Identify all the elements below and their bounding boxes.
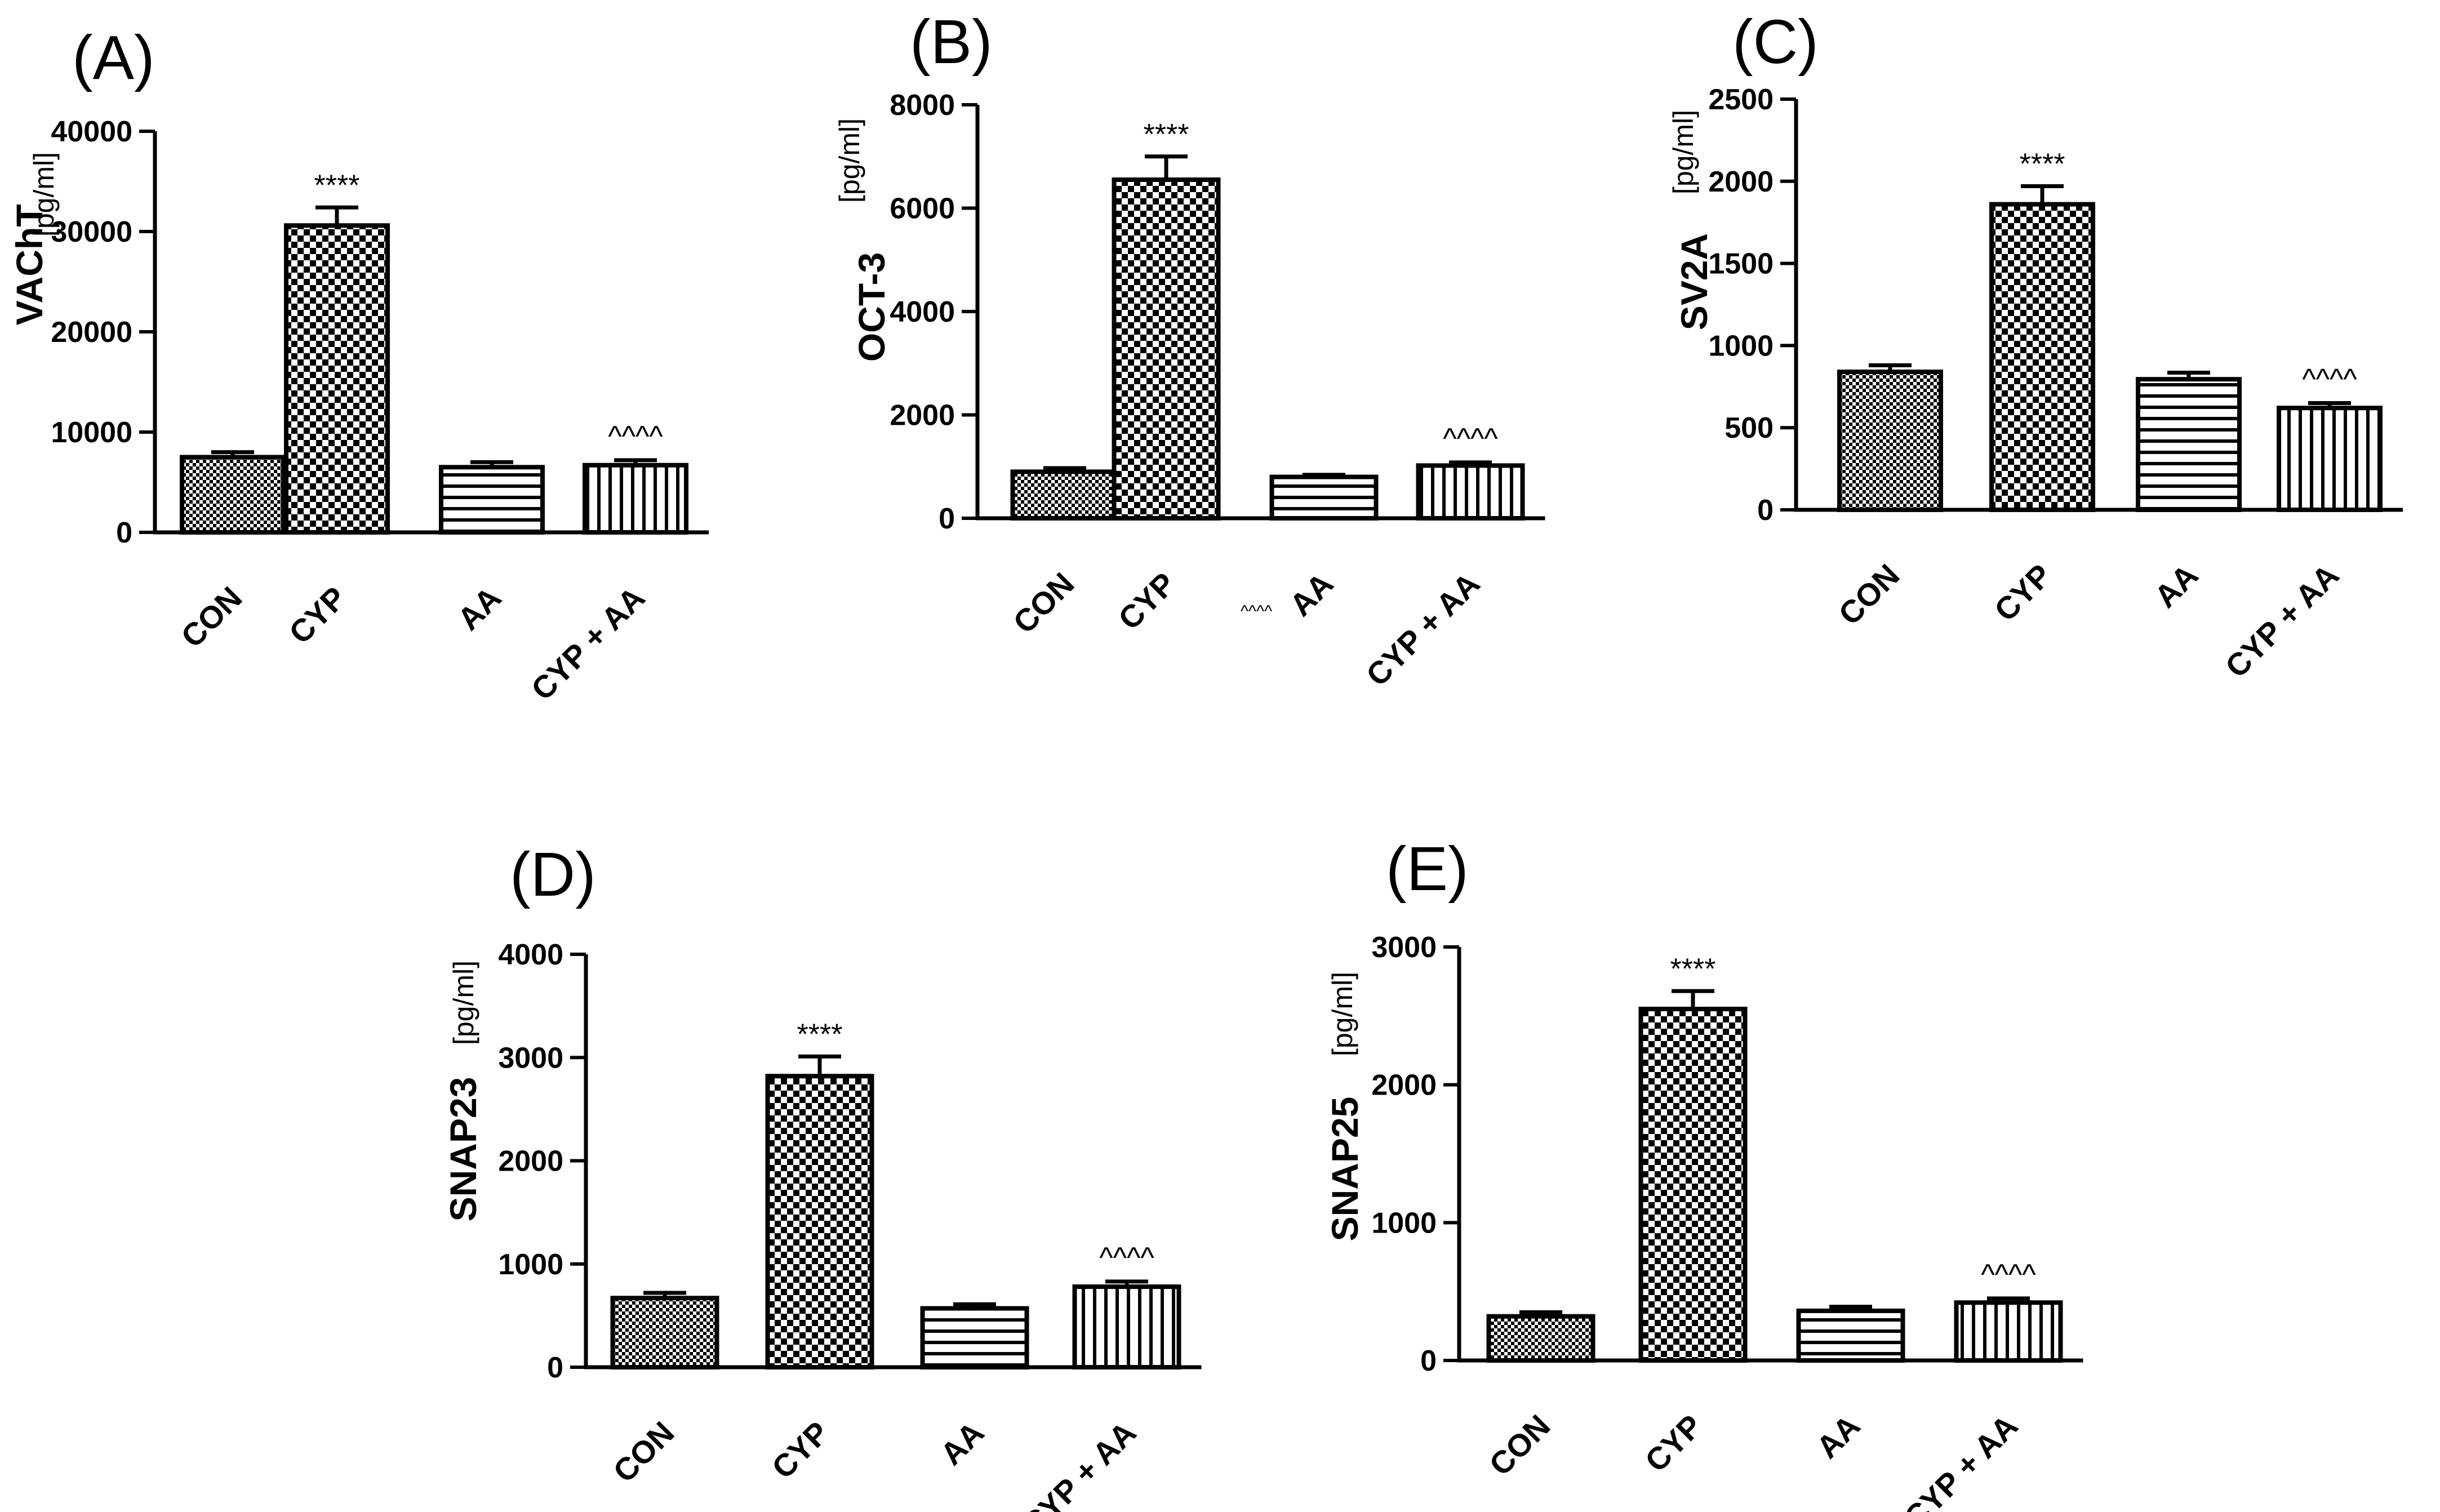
y-tick-label: 0 [547,1351,563,1384]
panel-b: (B) OCT-3 [pg/ml] 0 2000 4000 6000 8000 CON **** C… [834,7,1545,693]
bar-aa [1796,1308,1905,1363]
y-tick-label: 2000 [890,399,955,432]
bar-cyp [1989,202,2095,512]
y-axis-unit: [pg/ml] [1668,110,1699,194]
bar-cyp-aa [1954,1300,2063,1363]
significance-label: ^^^^ [1099,1242,1154,1274]
y-axis-label: SNAP25 [1324,1097,1366,1242]
y-axis-label: SNAP23 [442,1077,484,1222]
x-category-label: CYP [1112,566,1183,637]
y-tick-label: 3000 [1371,931,1437,964]
bar-cyp-aa [583,463,688,535]
panel-a: (A) VAChT[pg/ml] 0 10000 20000 30000 40000 CON *… [8,23,709,707]
bar-cyp-aa [1416,463,1525,521]
y-tick-label: 1000 [498,1248,563,1281]
bar-aa [920,1306,1029,1370]
panel-letter: (E) [1386,834,1469,904]
x-category-label: AA [934,1415,991,1472]
significance-label: **** [1670,953,1716,985]
significance-label: ^^^^ [1981,1258,2036,1291]
bar-cyp [1112,177,1221,521]
y-tick-label: 1500 [1708,248,1774,281]
x-category-label: CYP + AA [1359,566,1486,693]
y-axis-unit: [pg/ml] [448,960,479,1045]
y-tick-label: 0 [1757,494,1774,527]
y-tick-label: 500 [1725,412,1774,444]
bar-con [1010,469,1119,521]
x-category-label: AA [1283,566,1340,623]
panel-c: (C) SV2A [pg/ml] 0 500 1000 1500 2000 2500 CON ***… [1668,7,2403,684]
y-axis-unit: [pg/ml] [834,118,865,203]
y-tick-label: 2500 [1708,83,1774,116]
panel-letter: (C) [1732,7,1819,77]
bar-con [1486,1314,1595,1363]
bar-cyp [765,1074,874,1369]
y-tick-label: 3000 [498,1042,563,1074]
y-tick-label: 6000 [890,193,955,225]
x-category-label: CON [1006,566,1081,641]
bar-con [610,1296,719,1369]
y-axis-label: SV2A [1673,233,1715,330]
x-category-label: CYP [282,580,353,651]
y-axis-unit: [pg/ml] [1327,972,1358,1056]
panel-letter: (A) [72,23,155,92]
x-category-label: CON [1832,557,1906,632]
x-category-label: CYP [765,1415,836,1486]
bar-cyp [284,223,390,535]
significance-label: **** [797,1018,843,1051]
x-category-label: CON [174,580,249,655]
x-category-label: AA [2148,557,2205,615]
significance-label: **** [314,169,360,202]
x-category-label: CON [606,1415,681,1489]
panel-letter: (B) [910,7,993,77]
bar-aa [1269,474,1379,521]
panel-d: (D) SNAP23 [pg/ml] 0 1000 2000 3000 4000 CON ****… [442,840,1202,1512]
bar-cyp-aa [1072,1284,1181,1369]
panel-e: (E) SNAP25 [pg/ml] 0 1000 2000 3000 CON **** CYP A… [1324,834,2083,1512]
x-category-label: CON [1482,1408,1557,1483]
y-tick-label: 4000 [498,939,563,971]
bar-con [180,455,286,535]
y-tick-label: 2000 [1371,1069,1437,1102]
x-category-label: AA [1810,1408,1867,1465]
y-tick-label: 40000 [51,115,132,148]
significance-label: **** [1144,118,1189,151]
bar-con [1837,370,1943,513]
x-category-label: CYP [1638,1408,1709,1479]
y-tick-label: 8000 [890,89,955,122]
x-category-label: CYP + AA [1015,1415,1143,1512]
y-axis-label: VAChT [8,204,50,325]
y-tick-label: 1000 [1708,330,1774,362]
extra-annotation: ^^^^ [1241,602,1272,621]
y-tick-label: 0 [116,517,132,549]
y-tick-label: 0 [939,502,955,535]
y-tick-label: 20000 [51,316,132,349]
x-category-label: CYP + AA [524,580,651,707]
panel-letter: (D) [510,840,596,909]
y-tick-label: 1000 [1371,1207,1437,1239]
y-tick-label: 4000 [890,296,955,328]
bar-aa [2136,377,2242,512]
significance-label: **** [2020,148,2065,181]
y-tick-label: 2000 [498,1145,563,1178]
x-category-label: CYP + AA [1897,1408,2024,1512]
y-tick-label: 0 [1420,1345,1437,1377]
y-axis-label: OCT-3 [851,252,892,362]
y-tick-label: 10000 [51,416,132,449]
x-category-label: AA [451,580,508,637]
bar-aa [439,465,545,535]
significance-label: ^^^^ [2302,363,2357,395]
x-category-label: CYP + AA [2218,557,2345,684]
significance-label: ^^^^ [608,420,663,453]
y-tick-label: 30000 [51,216,132,248]
bar-cyp [1638,1007,1748,1363]
x-category-label: CYP [1988,557,2059,628]
significance-label: ^^^^ [1443,423,1498,455]
bar-cyp-aa [2277,406,2383,513]
y-tick-label: 2000 [1708,166,1774,198]
y-axis-unit: [pg/ml] [28,152,60,237]
